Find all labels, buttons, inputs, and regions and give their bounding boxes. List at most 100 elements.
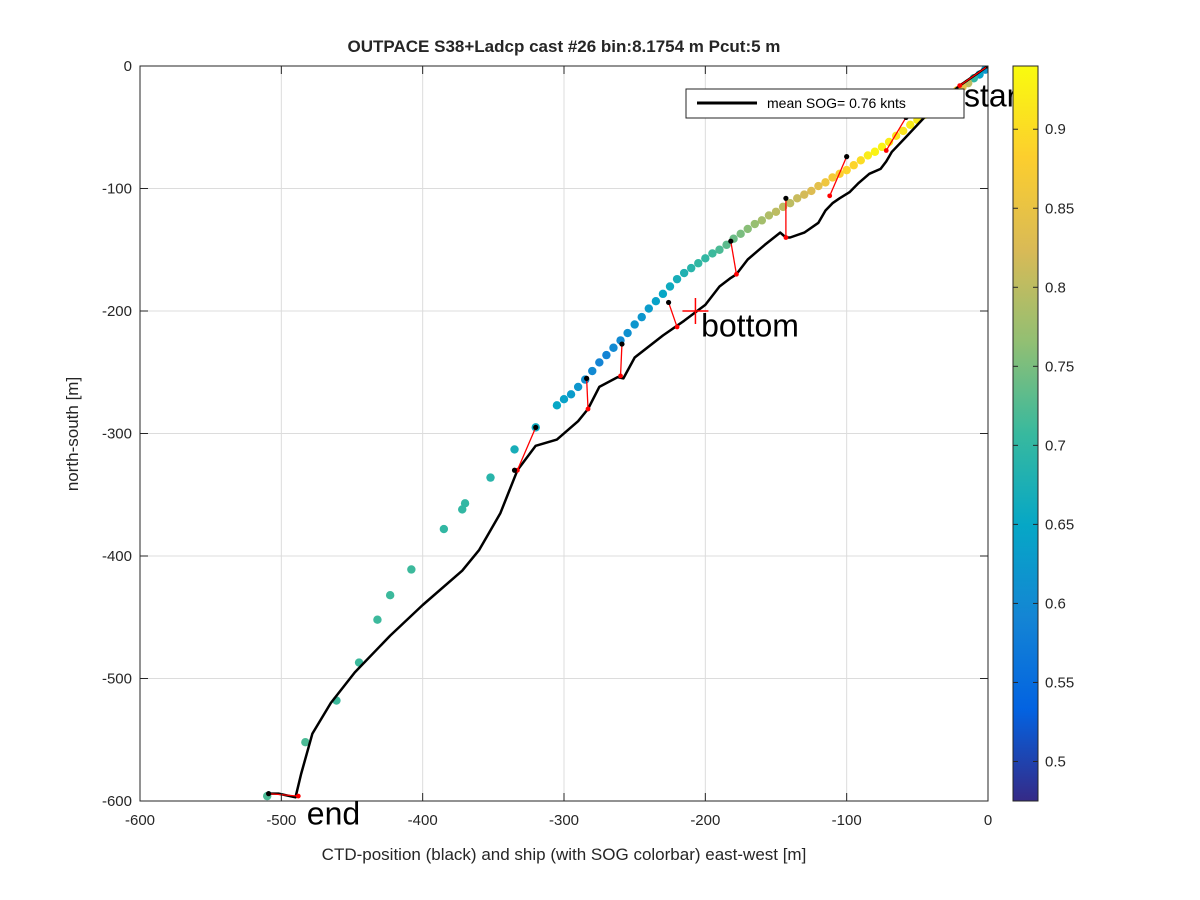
colorbar-tick-label: 0.75 — [1045, 358, 1074, 375]
ship-point — [828, 173, 837, 182]
ship-point — [559, 395, 569, 404]
legend-label: mean SOG= 0.76 knts — [767, 95, 906, 111]
legend: mean SOG= 0.76 knts — [685, 88, 965, 119]
y-tick-label: -500 — [102, 671, 132, 688]
ctd-marker — [957, 83, 963, 88]
ship-point — [906, 120, 915, 129]
ctd-marker — [783, 235, 789, 240]
ship-point — [856, 156, 865, 165]
ship-point — [785, 199, 795, 208]
ctd-marker — [618, 373, 623, 379]
ship-point — [743, 224, 752, 234]
y-tick-labels: -600 -500 -400 -300 -200 -100 0 — [102, 58, 132, 810]
ship-marker — [619, 341, 625, 347]
ship-point — [665, 282, 675, 291]
y-tick-label: -100 — [102, 181, 132, 198]
ctd-marker — [295, 793, 301, 799]
pair-line — [959, 66, 988, 87]
ship-point — [637, 312, 646, 322]
ship-point — [715, 245, 724, 254]
colorbar-tick-label: 0.7 — [1045, 437, 1066, 454]
ctd-marker — [734, 271, 739, 277]
ship-marker — [783, 195, 789, 201]
ctd-marker — [585, 406, 591, 412]
colorbar-ticks: 0.5 0.55 0.6 0.65 0.7 0.75 0.8 0.85 0.9 — [1013, 121, 1074, 770]
ship-point — [870, 147, 880, 156]
ship-point — [863, 151, 873, 160]
ship-point — [658, 289, 668, 299]
colorbar-tick-label: 0.65 — [1045, 516, 1074, 533]
ship-point — [807, 186, 816, 196]
colorbar-tick-label: 0.55 — [1045, 674, 1074, 691]
ship-point — [771, 207, 781, 216]
ship-point — [486, 473, 495, 482]
ship-point — [757, 216, 767, 225]
ship-point — [800, 190, 809, 199]
y-tick-label: -400 — [102, 548, 132, 565]
ship-point — [764, 211, 774, 220]
ship-point — [385, 591, 395, 600]
ship-point — [602, 350, 611, 360]
ship-point — [736, 229, 745, 239]
pair-line — [730, 241, 738, 275]
ship-point — [821, 178, 830, 187]
ship-point — [849, 161, 858, 170]
ship-point — [566, 390, 576, 399]
x-tick-label: -300 — [549, 812, 579, 829]
ship-marker — [985, 66, 988, 69]
ship-point — [588, 366, 597, 376]
ship-point — [884, 137, 894, 147]
x-tick-label: -600 — [125, 812, 155, 829]
ship-point — [708, 249, 717, 258]
ship-marker — [728, 238, 734, 244]
ship-point — [793, 194, 802, 203]
annotation-bottom: bottom — [701, 308, 799, 344]
bottom-marker — [682, 298, 709, 324]
x-tick-label: -200 — [690, 812, 720, 829]
ship-point — [899, 126, 908, 136]
colorbar-tick-label: 0.6 — [1045, 595, 1066, 612]
ship-point — [722, 240, 731, 250]
annotation-end: end — [307, 795, 360, 831]
ship-point — [679, 268, 689, 278]
colorbar-tick-label: 0.9 — [1045, 121, 1066, 138]
ship-point — [672, 274, 682, 284]
y-tick-label: -200 — [102, 303, 132, 320]
ship-point — [573, 382, 583, 392]
ship-point — [301, 738, 310, 747]
ship-point — [778, 202, 788, 212]
ship-point — [595, 358, 604, 367]
pair-line — [268, 793, 299, 797]
x-axis-label: CTD-position (black) and ship (with SOG … — [322, 845, 807, 864]
ctd-marker — [674, 324, 680, 330]
ship-point — [644, 304, 653, 313]
ship-point — [842, 165, 851, 175]
ctd-track-line — [270, 66, 988, 799]
ship-point — [510, 445, 519, 454]
chart-title: OUTPACE S38+Ladcp cast #26 bin:8.1754 m … — [348, 37, 781, 56]
x-tick-label: -400 — [408, 812, 438, 829]
x-tick-label: -500 — [266, 812, 296, 829]
colorbar-frame — [1012, 65, 1039, 802]
pair-line — [829, 156, 848, 197]
colorbar: 0.5 0.55 0.6 0.65 0.7 0.75 0.8 0.85 0.9 — [1012, 65, 1074, 802]
x-tick-label: -100 — [832, 812, 862, 829]
ship-point — [651, 297, 661, 306]
pair-line — [585, 378, 589, 410]
y-axis-label: north-south [m] — [63, 377, 82, 491]
colorbar-tick-label: 0.8 — [1045, 279, 1066, 296]
ship-point — [687, 263, 696, 273]
ship-marker — [533, 424, 539, 430]
ship-point — [458, 505, 467, 514]
ship-point — [750, 219, 759, 229]
ship-point — [630, 320, 639, 329]
ship-track — [263, 66, 988, 801]
pair-line — [619, 344, 623, 376]
ctd-marker — [883, 148, 889, 153]
ship-marker — [266, 791, 272, 797]
colorbar-tick-label: 0.85 — [1045, 200, 1074, 217]
ship-marker — [665, 299, 672, 306]
ship-point — [814, 181, 823, 191]
ship-point — [877, 142, 887, 152]
